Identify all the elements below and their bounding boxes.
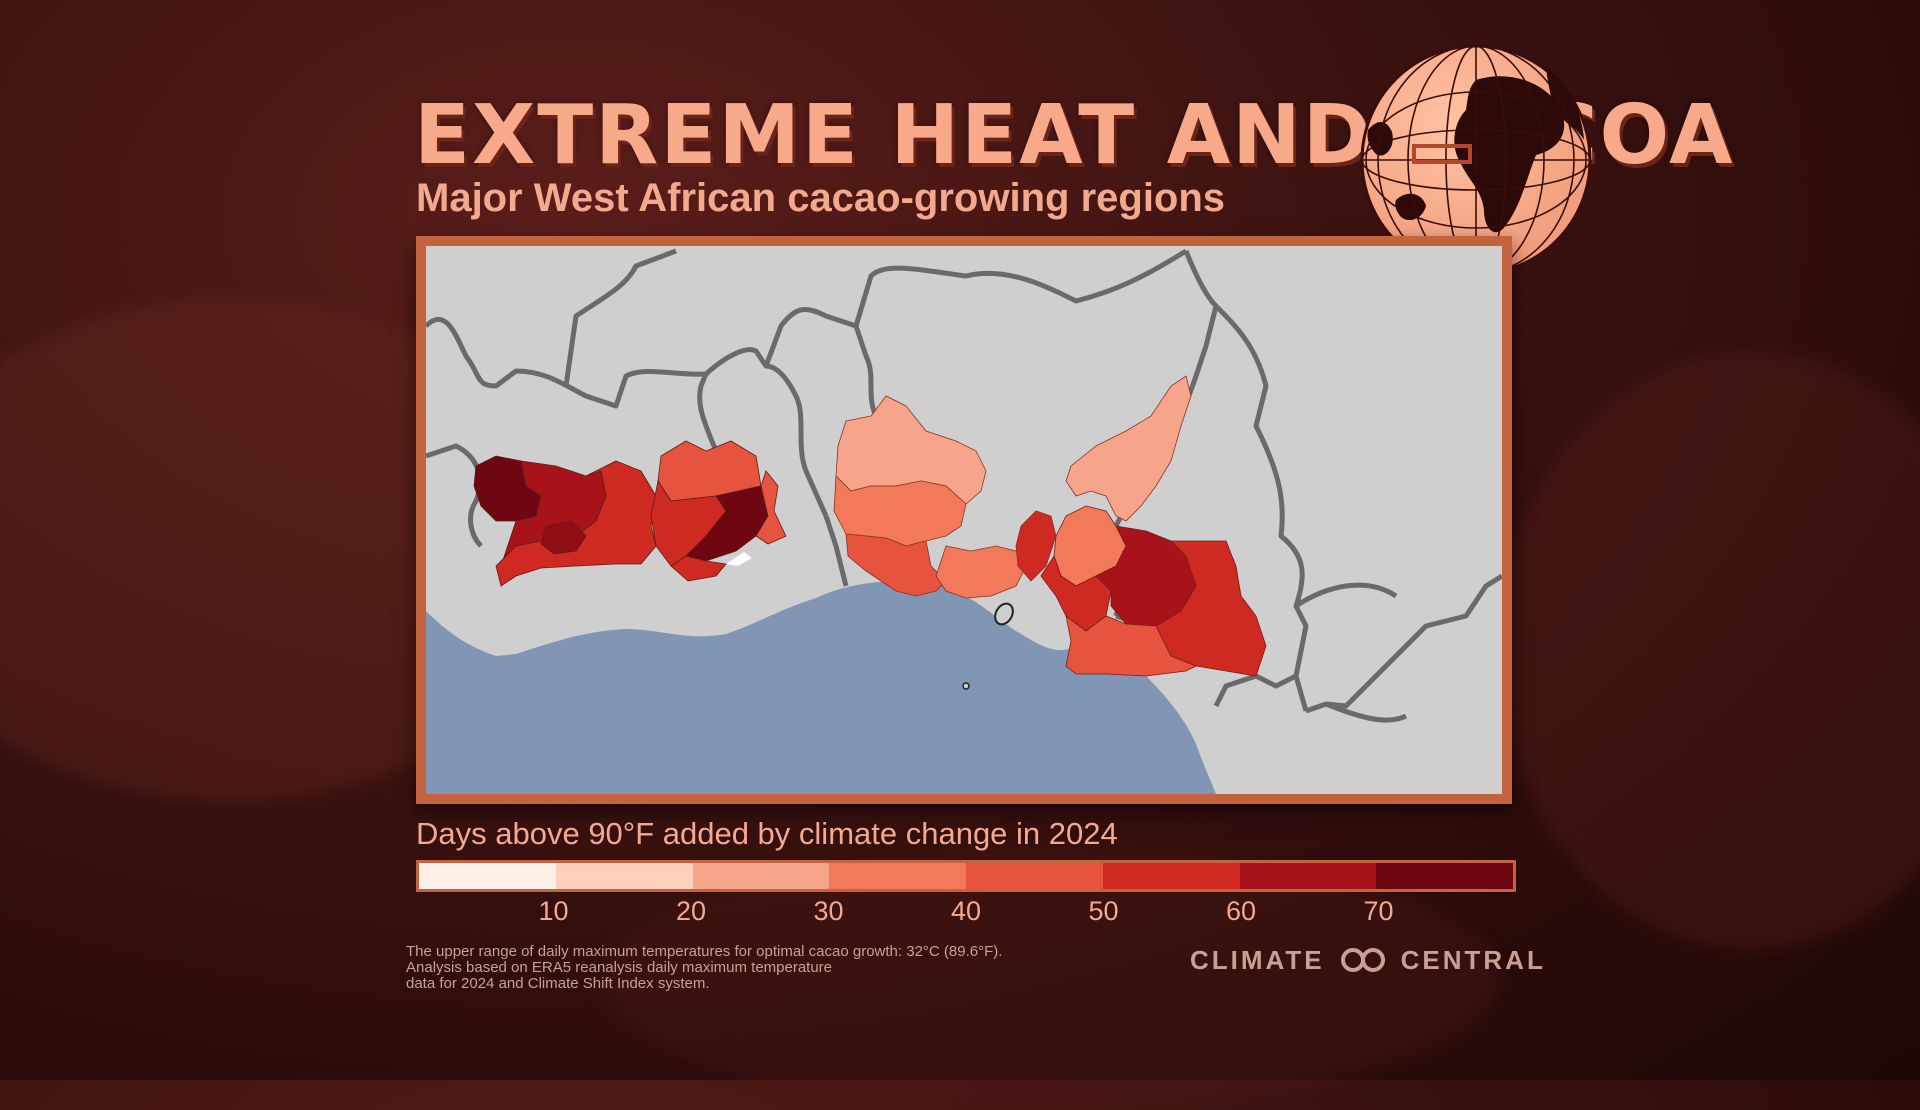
page-subtitle: Major West African cacao-growing regions bbox=[416, 176, 1226, 220]
scale-tick-label: 50 bbox=[1088, 896, 1119, 926]
ghana-coast-region[interactable] bbox=[755, 470, 787, 545]
footnote-line: data for 2024 and Climate Shift Index sy… bbox=[406, 975, 710, 992]
nigeria-east-region[interactable] bbox=[1065, 375, 1192, 522]
nigeria-west-regions bbox=[833, 395, 1057, 599]
legend-title: Days above 90°F added by climate change … bbox=[416, 816, 1118, 851]
scale-bin bbox=[1102, 863, 1240, 889]
scale-bin bbox=[1239, 863, 1377, 889]
scale-tick-label: 40 bbox=[950, 896, 982, 926]
scale-bin bbox=[419, 863, 556, 889]
cote-divoire-inner-region[interactable] bbox=[540, 520, 587, 555]
cote-divoire-regions bbox=[473, 455, 657, 587]
background-swirl bbox=[600, 850, 1500, 1110]
nigeria-cross-river-region[interactable] bbox=[1015, 510, 1057, 582]
climate-central-brand[interactable]: CLIMATE CENTRAL bbox=[1190, 944, 1546, 976]
cameroon-regions bbox=[1040, 505, 1267, 677]
brand-right-word: CENTRAL bbox=[1400, 944, 1546, 975]
brand-left-word: CLIMATE bbox=[1190, 944, 1325, 975]
bioko-island bbox=[994, 602, 1014, 626]
background-swirl bbox=[1500, 350, 1920, 950]
scale-tick-label: 60 bbox=[1225, 896, 1257, 926]
principe-island bbox=[962, 682, 970, 690]
footnote: The upper range of daily maximum tempera… bbox=[406, 944, 1086, 992]
nigeria-east-regions bbox=[1065, 375, 1192, 522]
scale-tick-label: 20 bbox=[675, 896, 707, 926]
country-borders bbox=[426, 248, 1502, 723]
scale-tick-label: 70 bbox=[1363, 896, 1394, 926]
cameroon-east-region[interactable] bbox=[1155, 540, 1267, 677]
footnote-line: The upper range of daily maximum tempera… bbox=[406, 943, 1003, 960]
ghana-regions bbox=[650, 440, 787, 582]
scale-bin bbox=[555, 863, 693, 889]
scale-tick-label: 30 bbox=[813, 896, 844, 926]
map-frame bbox=[416, 236, 1512, 804]
scale-bin bbox=[966, 863, 1103, 889]
cameroon-south-region[interactable] bbox=[1065, 615, 1197, 677]
footnote-line: Analysis based on ERA5 reanalysis daily … bbox=[406, 959, 833, 976]
climate-central-logo-icon bbox=[1340, 948, 1385, 972]
color-scale bbox=[416, 860, 1516, 892]
nigeria-lagos-region[interactable] bbox=[845, 533, 947, 597]
scale-bin bbox=[829, 863, 966, 889]
scale-tick-label: 10 bbox=[538, 896, 569, 926]
lake-volta-outlet bbox=[726, 552, 752, 566]
scale-bin bbox=[692, 863, 830, 889]
west-africa-map[interactable] bbox=[426, 246, 1502, 794]
globe-icon bbox=[1360, 44, 1592, 276]
scale-bin bbox=[1376, 863, 1513, 889]
nigeria-delta-region[interactable] bbox=[935, 545, 1027, 599]
gulf-of-guinea-ocean bbox=[426, 581, 1216, 794]
